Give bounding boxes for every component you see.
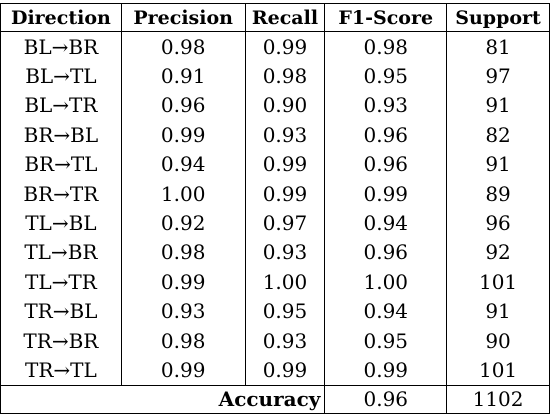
header-row: Direction Precision Recall F1-Score Supp… <box>0 3 550 32</box>
precision-cell: 0.93 <box>120 296 246 326</box>
recall-cell: 0.93 <box>244 237 326 268</box>
recall-cell: 0.95 <box>244 296 326 326</box>
support-cell: 101 <box>446 355 550 386</box>
f1-score-cell: 0.94 <box>324 296 448 326</box>
recall-cell: 0.99 <box>244 355 326 386</box>
precision-cell: 0.99 <box>120 267 246 297</box>
table-body: BL→BR 0.98 0.99 0.98 81 BL→TL 0.91 0.98 0.95 97 BL… <box>0 31 550 386</box>
header-direction: Direction <box>0 3 122 32</box>
f1-score-cell: 0.93 <box>324 90 448 121</box>
f1-score-cell: 0.98 <box>324 31 448 62</box>
support-cell: 101 <box>446 267 550 297</box>
classification-results-table: Direction Precision Recall F1-Score Supp… <box>0 3 550 414</box>
direction-cell: TL→TR <box>0 267 122 297</box>
recall-cell: 0.90 <box>244 90 326 121</box>
recall-cell: 1.00 <box>244 267 326 297</box>
precision-cell: 0.94 <box>120 149 246 179</box>
direction-cell: BR→TL <box>0 149 122 179</box>
table-row: BR→TR 1.00 0.99 0.99 89 <box>0 178 550 209</box>
f1-score-cell: 0.95 <box>324 61 448 91</box>
direction-cell: BR→BL <box>0 120 122 150</box>
precision-cell: 0.98 <box>120 325 246 356</box>
accuracy-row: Accuracy 0.96 1102 <box>0 384 550 414</box>
header-precision: Precision <box>120 3 246 32</box>
direction-cell: BL→TL <box>0 61 122 91</box>
accuracy-f1-score: 0.96 <box>324 384 448 414</box>
header-f1-score: F1-Score <box>324 3 448 32</box>
direction-cell: BL→TR <box>0 90 122 121</box>
table-row: TL→BR 0.98 0.93 0.96 92 <box>0 237 550 268</box>
precision-cell: 0.99 <box>120 120 246 150</box>
results-table-container: Direction Precision Recall F1-Score Supp… <box>0 3 550 414</box>
accuracy-label: Accuracy <box>0 384 326 414</box>
table-row: TR→BL 0.93 0.95 0.94 91 <box>0 296 550 326</box>
f1-score-cell: 0.99 <box>324 178 448 209</box>
f1-score-cell: 1.00 <box>324 267 448 297</box>
table-row: BL→TL 0.91 0.98 0.95 97 <box>0 61 550 91</box>
recall-cell: 0.99 <box>244 149 326 179</box>
table-row: BR→BL 0.99 0.93 0.96 82 <box>0 120 550 150</box>
recall-cell: 0.93 <box>244 325 326 356</box>
support-cell: 82 <box>446 120 550 150</box>
recall-cell: 0.98 <box>244 61 326 91</box>
support-cell: 81 <box>446 31 550 62</box>
direction-cell: TR→BL <box>0 296 122 326</box>
accuracy-support: 1102 <box>446 384 550 414</box>
precision-cell: 0.99 <box>120 355 246 386</box>
direction-cell: BR→TR <box>0 178 122 209</box>
table-row: TL→BL 0.92 0.97 0.94 96 <box>0 208 550 238</box>
f1-score-cell: 0.96 <box>324 149 448 179</box>
table-row: BL→BR 0.98 0.99 0.98 81 <box>0 31 550 62</box>
support-cell: 96 <box>446 208 550 238</box>
precision-cell: 0.98 <box>120 237 246 268</box>
header-recall: Recall <box>244 3 326 32</box>
precision-cell: 0.98 <box>120 31 246 62</box>
support-cell: 97 <box>446 61 550 91</box>
direction-cell: TR→TL <box>0 355 122 386</box>
table-row: TR→BR 0.98 0.93 0.95 90 <box>0 325 550 356</box>
support-cell: 92 <box>446 237 550 268</box>
f1-score-cell: 0.96 <box>324 120 448 150</box>
direction-cell: BL→BR <box>0 31 122 62</box>
support-cell: 90 <box>446 325 550 356</box>
f1-score-cell: 0.96 <box>324 237 448 268</box>
recall-cell: 0.99 <box>244 178 326 209</box>
precision-cell: 0.92 <box>120 208 246 238</box>
table-row: BL→TR 0.96 0.90 0.93 91 <box>0 90 550 121</box>
precision-cell: 1.00 <box>120 178 246 209</box>
support-cell: 89 <box>446 178 550 209</box>
precision-cell: 0.96 <box>120 90 246 121</box>
recall-cell: 0.97 <box>244 208 326 238</box>
table-row: BR→TL 0.94 0.99 0.96 91 <box>0 149 550 179</box>
support-cell: 91 <box>446 296 550 326</box>
precision-cell: 0.91 <box>120 61 246 91</box>
f1-score-cell: 0.94 <box>324 208 448 238</box>
header-support: Support <box>446 3 550 32</box>
direction-cell: TL→BL <box>0 208 122 238</box>
direction-cell: TR→BR <box>0 325 122 356</box>
recall-cell: 0.99 <box>244 31 326 62</box>
support-cell: 91 <box>446 90 550 121</box>
recall-cell: 0.93 <box>244 120 326 150</box>
direction-cell: TL→BR <box>0 237 122 268</box>
table-row: TL→TR 0.99 1.00 1.00 101 <box>0 267 550 297</box>
f1-score-cell: 0.99 <box>324 355 448 386</box>
f1-score-cell: 0.95 <box>324 325 448 356</box>
table-row: TR→TL 0.99 0.99 0.99 101 <box>0 355 550 386</box>
support-cell: 91 <box>446 149 550 179</box>
